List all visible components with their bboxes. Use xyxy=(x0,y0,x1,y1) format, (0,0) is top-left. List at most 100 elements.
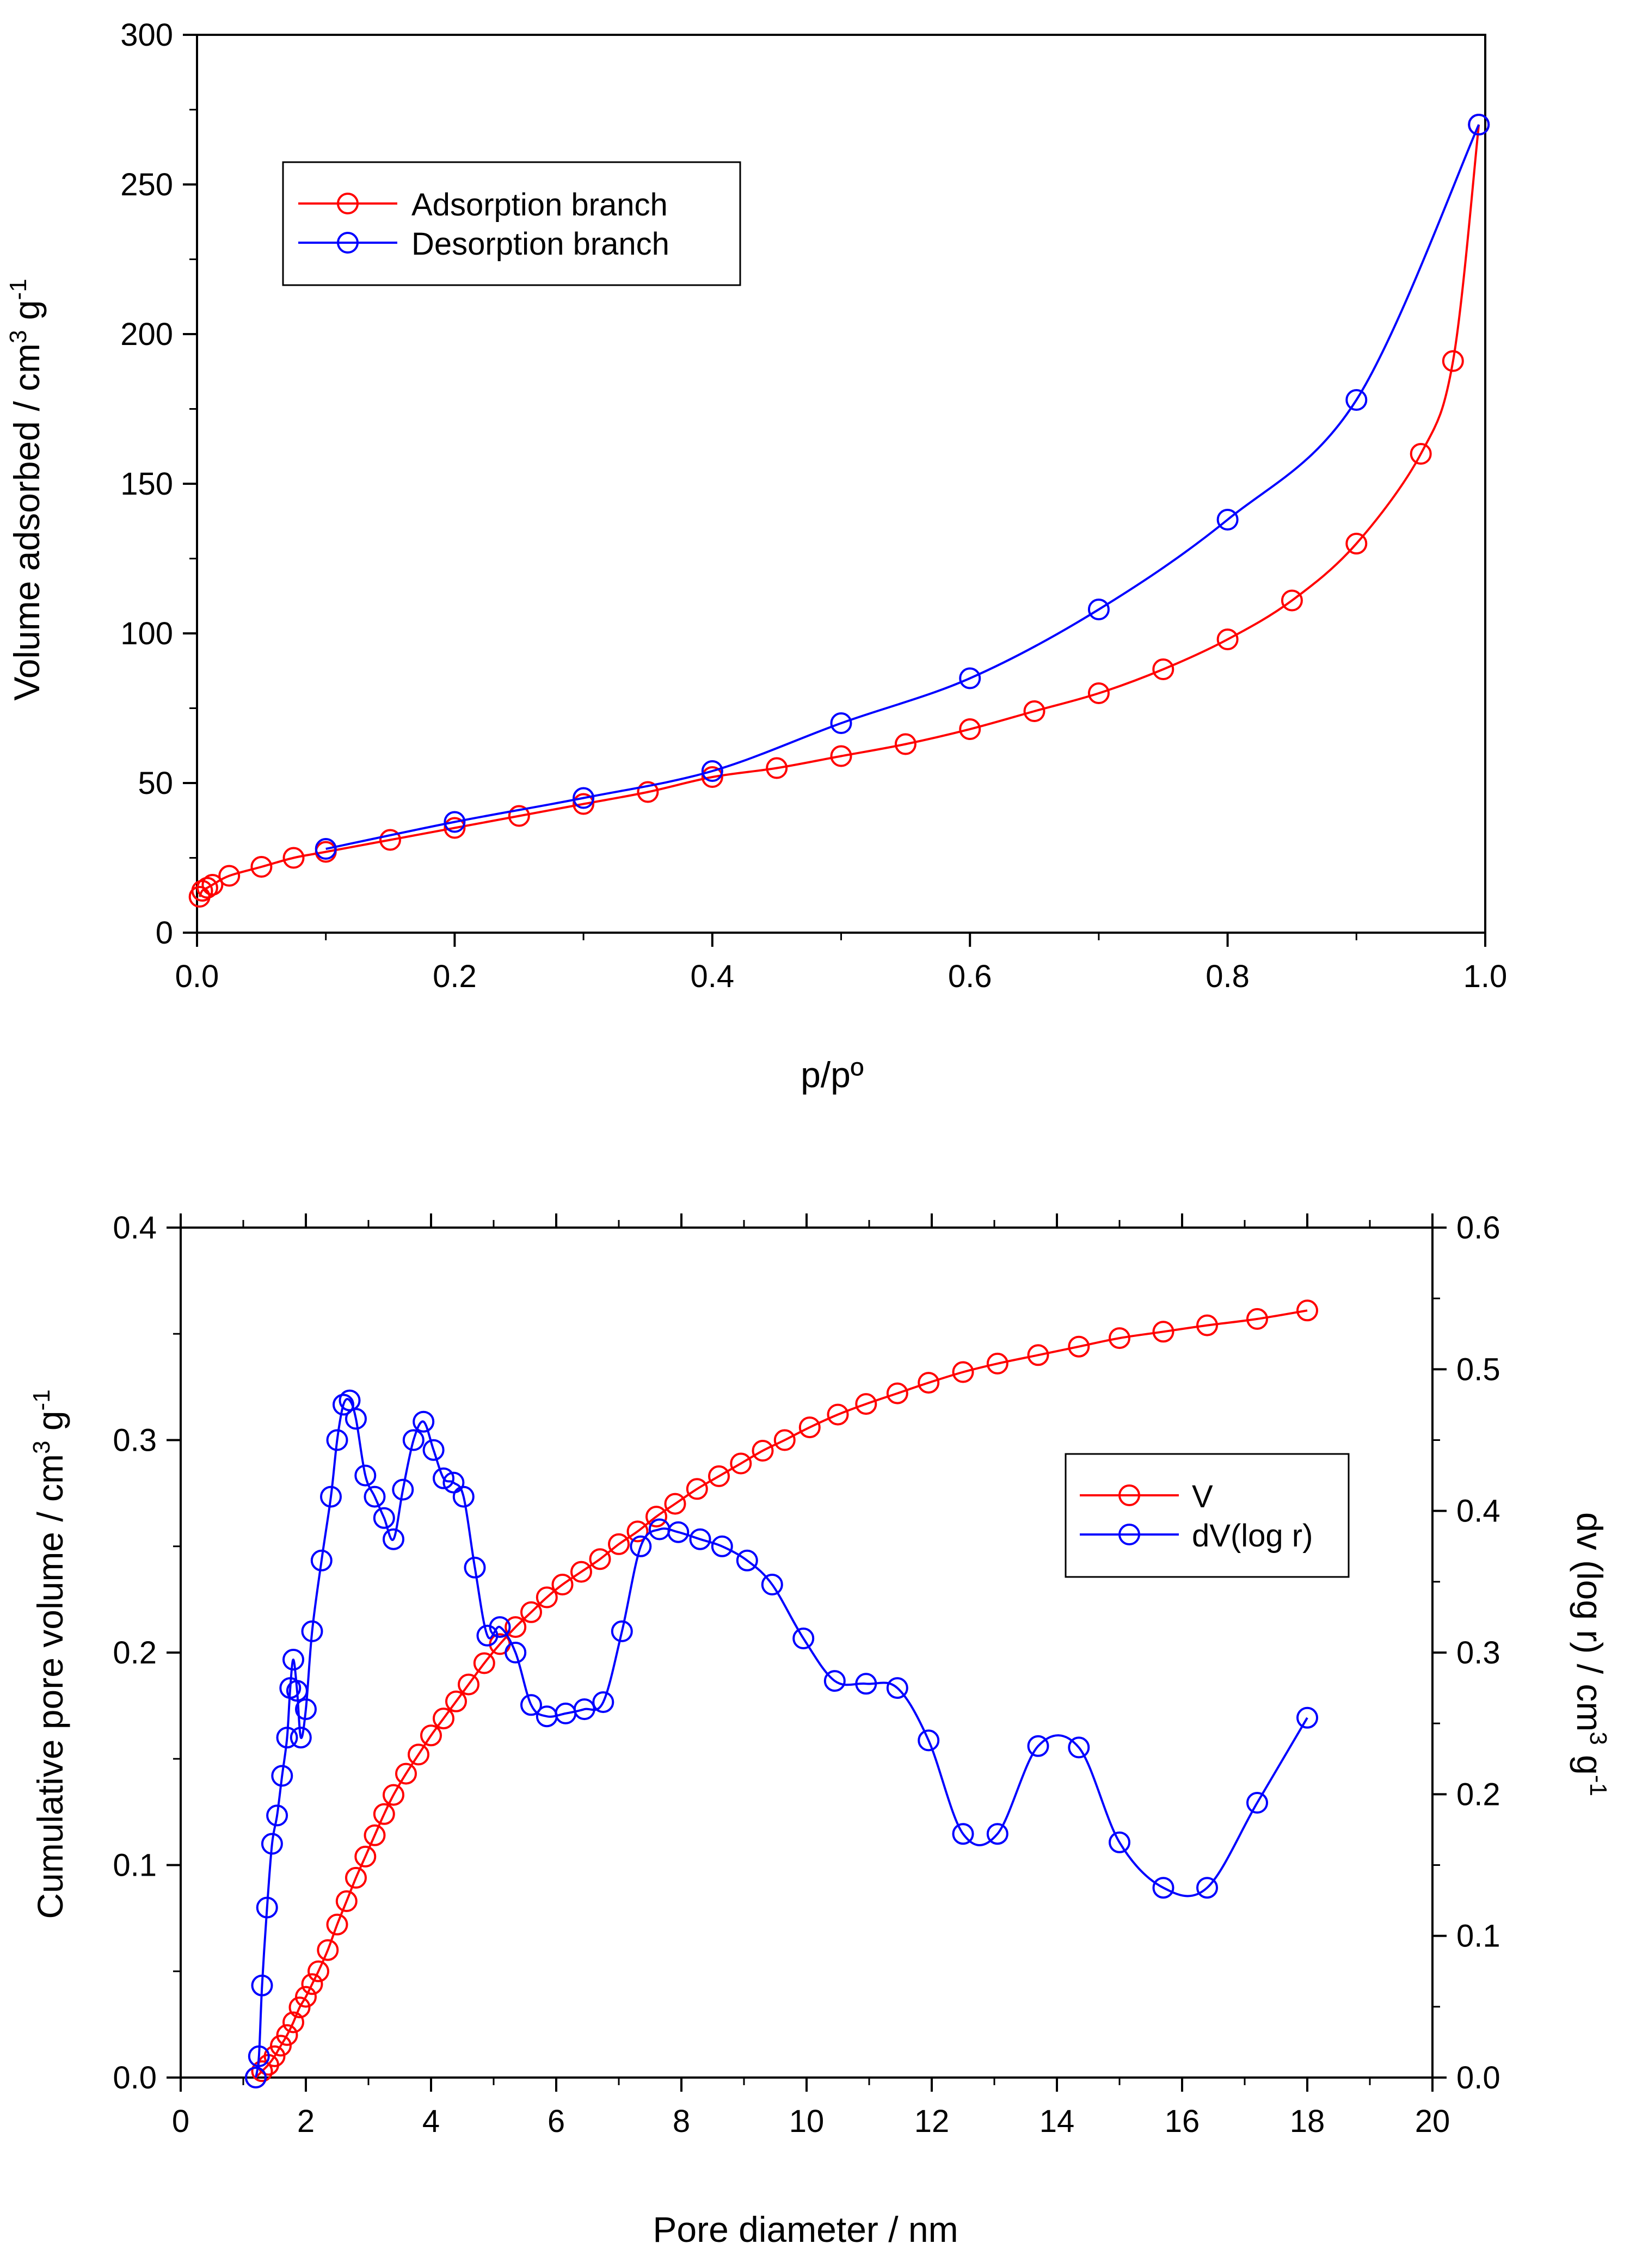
chart2-point-dv-log-r xyxy=(1109,1831,1130,1853)
chart2-point-v xyxy=(270,2035,292,2057)
chart2-point-dv-log-r xyxy=(792,1628,815,1649)
chart2-point-v xyxy=(952,1361,974,1383)
chart2-point-dv-log-r xyxy=(1068,1736,1090,1759)
chart2-point-v xyxy=(1109,1327,1130,1349)
chart1-point-adsorption-branch xyxy=(218,865,241,887)
chart2-point-v xyxy=(345,1866,367,1889)
chart2-point-v xyxy=(752,1440,774,1462)
chart1-point-desorption-branch xyxy=(959,667,981,689)
chart2-point-dv-log-r xyxy=(573,1698,595,1721)
chart2-point-dv-log-r xyxy=(952,1823,974,1845)
chart2-point-v xyxy=(570,1561,592,1583)
chart1-x-tick-label: 0.0 xyxy=(175,959,219,994)
chart2-y-axis-label-mid: g xyxy=(30,1410,70,1440)
chart2-point-dv-log-r xyxy=(256,1896,278,1919)
chart1-point-desorption-branch xyxy=(444,811,466,833)
chart2-x-tick-label: 8 xyxy=(673,2104,690,2139)
chart2-point-v xyxy=(263,2045,286,2067)
chart2-point-v xyxy=(282,2011,304,2033)
chart2-y2-axis-label: dv (log r) / cm3 g-1 xyxy=(1570,1512,1612,1796)
chart2-point-dv-log-r xyxy=(886,1677,908,1699)
chart2-point-dv-log-r xyxy=(855,1673,877,1695)
isotherm-chart: 0.0 0.2 0.4 0.6 0.8 1.0 0 50 100 150 200 250 300 p/p… xyxy=(5,17,1508,1095)
chart1-point-desorption-branch xyxy=(701,760,723,782)
chart1-series xyxy=(188,114,1490,908)
chart1-y-axis-label-mid: g xyxy=(7,300,47,330)
chart2-point-v xyxy=(307,1960,329,1982)
chart1-point-desorption-branch xyxy=(573,787,595,809)
chart2-x-tick-label: 2 xyxy=(297,2104,315,2139)
chart2-point-v xyxy=(373,1803,395,1825)
pore-distribution-chart: 0 2 4 6 8 10 12 14 16 18 200.00.10.20.30.40.00.10.… xyxy=(28,1210,1612,2249)
chart1-x-tick-label: 0.8 xyxy=(1206,959,1250,994)
chart2-point-dv-log-r xyxy=(286,1680,308,1702)
chart1-y-tick-label: 200 xyxy=(120,317,173,352)
chart1-y-axis-label-main: Volume adsorbed / cm xyxy=(7,343,47,701)
chart2-point-dv-log-r xyxy=(295,1698,317,1721)
chart2-y2-tick-label: 0.5 xyxy=(1456,1352,1500,1387)
chart1-point-desorption-branch xyxy=(1345,389,1368,411)
chart2-y2-tick-label: 0.4 xyxy=(1456,1494,1500,1529)
chart1-point-adsorption-branch xyxy=(191,880,213,902)
chart1-point-adsorption-branch xyxy=(444,817,466,839)
chart2-point-v xyxy=(326,1913,348,1936)
chart2-point-v xyxy=(317,1939,339,1961)
chart1-legend-adsorption-marker xyxy=(337,193,359,214)
chart2-point-v xyxy=(1027,1344,1049,1366)
chart2-point-dv-log-r xyxy=(1152,1877,1174,1899)
chart2-point-dv-log-r xyxy=(333,1394,354,1416)
chart2-point-v xyxy=(433,1708,454,1730)
chart2-x-tick-label: 6 xyxy=(548,2104,565,2139)
chart1-series-desorption-branch xyxy=(315,114,1490,860)
chart2-legend-v-marker xyxy=(1118,1484,1140,1506)
chart2-series xyxy=(245,1299,1318,2088)
chart2-point-v xyxy=(645,1506,667,1528)
chart1-x-tick-label: 0.2 xyxy=(433,959,477,994)
chart2-point-v xyxy=(1196,1314,1218,1336)
chart2-legend-v-label: V xyxy=(1192,1479,1213,1514)
chart1-point-adsorption-branch xyxy=(282,847,305,869)
chart2-point-dv-log-r xyxy=(452,1486,475,1508)
chart2-axes-frame xyxy=(180,1227,1434,2079)
chart2-x-tick-label: 14 xyxy=(1040,2104,1075,2139)
chart1-point-adsorption-branch xyxy=(830,745,852,767)
chart2-x-axis-label: Pore diameter / nm xyxy=(653,2209,958,2249)
chart1-x-tick-label: 0.6 xyxy=(948,959,992,994)
chart2-point-dv-log-r xyxy=(320,1486,342,1508)
chart2-y-axis-label-sup1: 3 xyxy=(28,1441,55,1454)
chart2-point-dv-log-r xyxy=(592,1691,614,1714)
chart2-point-dv-log-r xyxy=(667,1521,690,1543)
chart2-point-v xyxy=(855,1393,877,1415)
chart1-y-tick-label: 100 xyxy=(120,616,173,651)
chart2-point-v xyxy=(730,1452,752,1475)
chart2-point-v xyxy=(335,1890,358,1912)
chart2-y2-axis-label-sup2: -1 xyxy=(1585,1775,1612,1796)
chart2-point-v xyxy=(798,1416,821,1439)
chart1-y-tick-label: 50 xyxy=(138,766,173,801)
chart1-point-adsorption-branch xyxy=(894,733,917,755)
chart2-point-v xyxy=(364,1824,386,1846)
chart1-series-line-adsorption-branch xyxy=(198,124,1480,897)
chart2-point-v xyxy=(608,1533,630,1555)
chart2-y2-tick-label: 0.1 xyxy=(1456,1919,1500,1954)
chart2-x-tick-label: 20 xyxy=(1415,2104,1450,2139)
chart2-point-v xyxy=(664,1493,686,1515)
chart2-y-tick-label: 0.4 xyxy=(113,1210,157,1246)
chart2-y2-axis-label-main: dv (log r) / cm xyxy=(1570,1512,1610,1731)
chart2-legend: V dV(log r) xyxy=(1065,1453,1350,1578)
chart2-point-v xyxy=(505,1616,527,1638)
chart2-point-v xyxy=(686,1478,708,1500)
chart1-y-tick-label: 300 xyxy=(120,17,173,53)
chart2-point-v xyxy=(395,1762,417,1785)
chart1-point-desorption-branch xyxy=(1087,599,1110,620)
chart2-point-dv-log-r xyxy=(345,1408,367,1430)
chart2-y-tick-label: 0.3 xyxy=(113,1423,157,1458)
chart1-point-adsorption-branch xyxy=(201,874,224,896)
chart2-point-dv-log-r xyxy=(364,1486,386,1508)
chart1-point-adsorption-branch xyxy=(1023,700,1045,722)
chart1-point-adsorption-branch xyxy=(1087,682,1110,704)
chart1-y-tick-label: 0 xyxy=(156,915,173,951)
chart2-point-dv-log-r xyxy=(326,1429,348,1451)
chart2-point-dv-log-r xyxy=(433,1467,454,1489)
chart2-point-dv-log-r xyxy=(276,1727,298,1749)
